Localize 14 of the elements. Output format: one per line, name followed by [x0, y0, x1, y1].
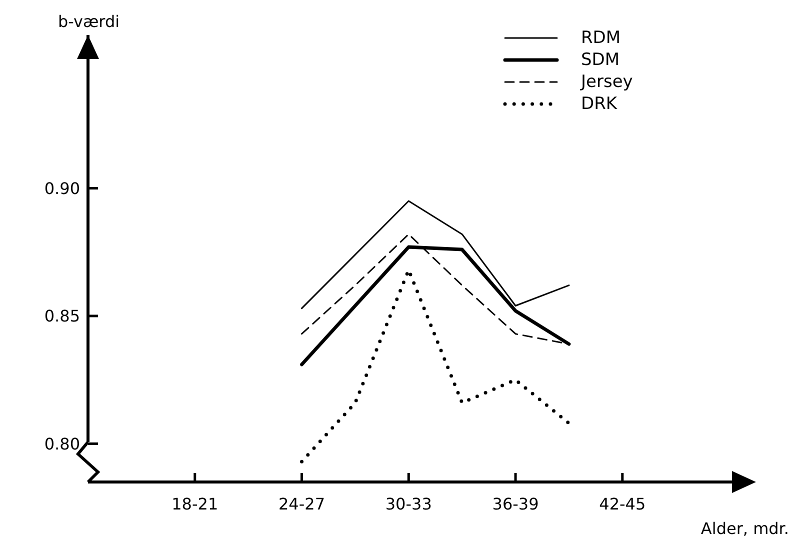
y-tick-label: 0.85 [44, 306, 80, 326]
legend-label: RDM [581, 28, 621, 48]
legend-label: Jersey [581, 72, 633, 92]
x-tick-label: 24-27 [278, 494, 326, 514]
x-tick-label: 30-33 [385, 494, 432, 514]
x-axis-title: Alder, mdr. [700, 519, 789, 538]
legend-label: DRK [581, 94, 618, 114]
y-tick-label: 0.90 [44, 178, 80, 198]
legend-label: SDM [581, 50, 620, 70]
y-tick-label: 0.80 [44, 434, 80, 454]
x-tick-label: 36-39 [492, 494, 539, 514]
y-axis-title: b-værdi [58, 12, 120, 31]
x-tick-label: 18-21 [172, 494, 218, 514]
x-tick-label: 42-45 [599, 494, 646, 514]
